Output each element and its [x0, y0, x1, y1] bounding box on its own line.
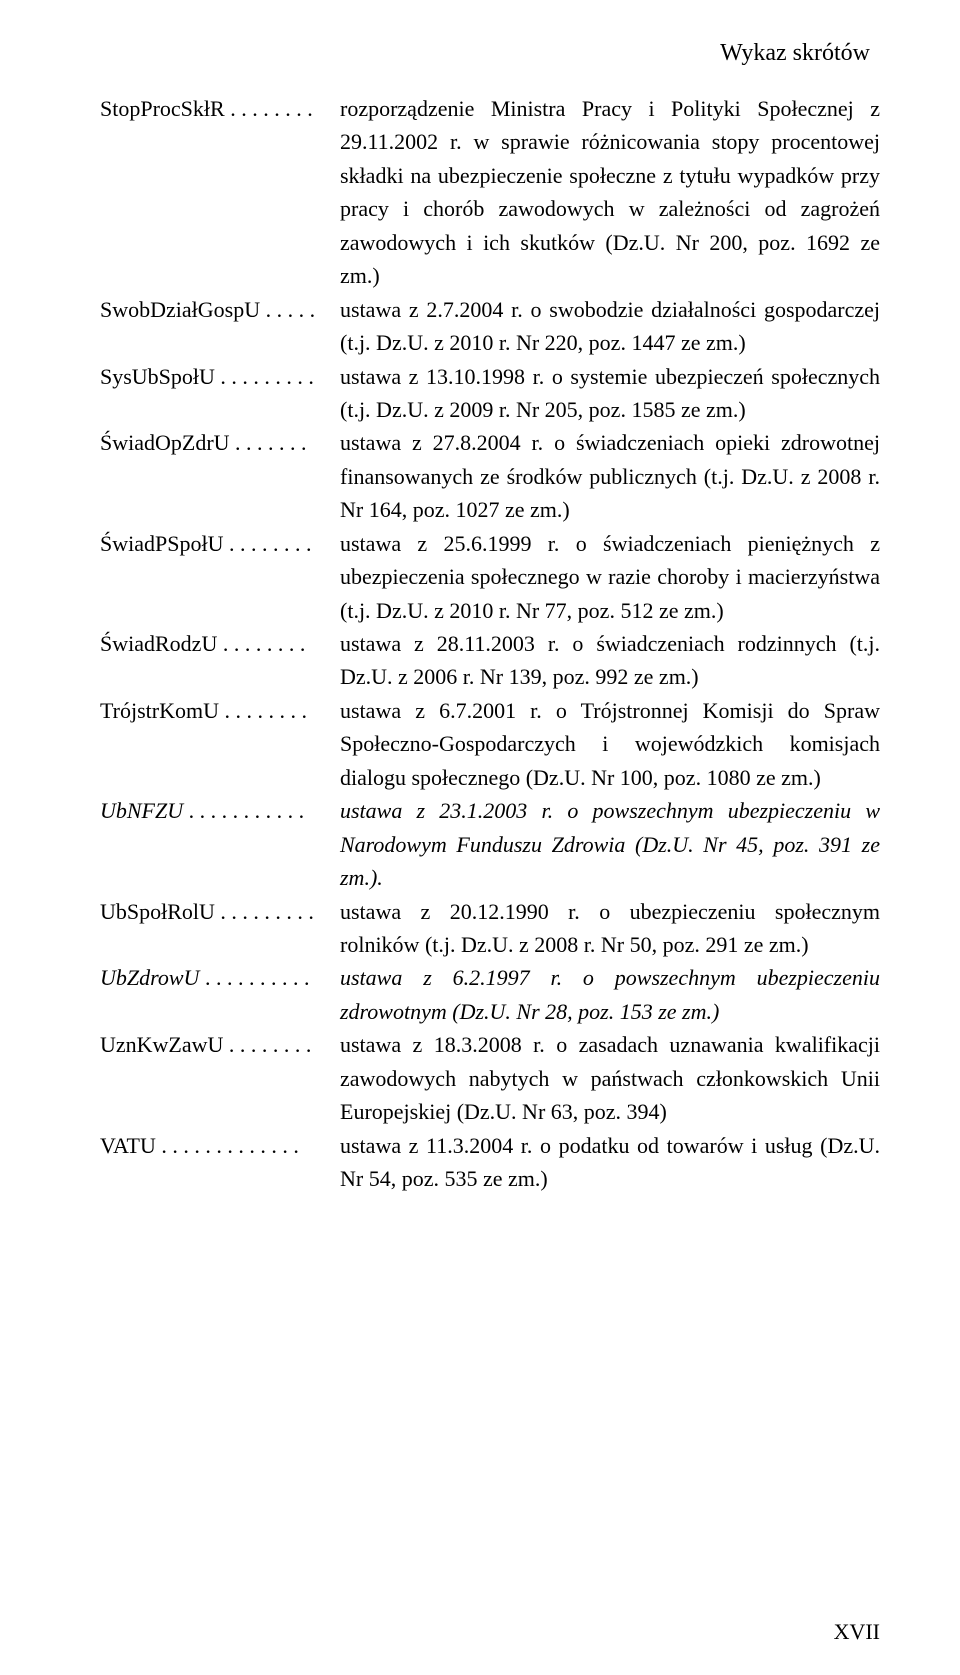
abbreviation-text: UbNFZU — [100, 798, 183, 823]
abbreviation-term: ŚwiadRodzU . . . . . . . . — [100, 627, 340, 694]
abbreviation-entry: UbSpołRolU . . . . . . . . . ustawa z 20… — [100, 895, 880, 962]
abbreviation-text: ŚwiadOpZdrU — [100, 430, 230, 455]
leader-dots: . . . . . . . . . . . . . — [156, 1133, 299, 1158]
abbreviation-term: UbNFZU . . . . . . . . . . . — [100, 794, 340, 894]
abbreviation-definition: ustawa z 25.6.1999 r. o świadczeniach pi… — [340, 527, 880, 627]
abbreviation-text: VATU — [100, 1133, 156, 1158]
abbreviation-entry: SwobDziałGospU . . . . . ustawa z 2.7.20… — [100, 293, 880, 360]
abbreviation-definition: ustawa z 13.10.1998 r. o systemie ubezpi… — [340, 360, 880, 427]
abbreviation-definition: ustawa z 23.1.2003 r. o powszechnym ubez… — [340, 794, 880, 894]
abbreviation-term: UznKwZawU . . . . . . . . — [100, 1028, 340, 1128]
leader-dots: . . . . . . . . — [219, 698, 307, 723]
abbreviation-term: VATU . . . . . . . . . . . . . — [100, 1129, 340, 1196]
leader-dots: . . . . . . . . . . — [199, 965, 309, 990]
abbreviation-list: StopProcSkłR . . . . . . . . rozporządze… — [100, 92, 880, 1195]
abbreviation-entry: SysUbSpołU . . . . . . . . . ustawa z 13… — [100, 360, 880, 427]
abbreviation-term: SysUbSpołU . . . . . . . . . — [100, 360, 340, 427]
abbreviation-entry: ŚwiadRodzU . . . . . . . . ustawa z 28.1… — [100, 627, 880, 694]
abbreviation-definition: ustawa z 28.11.2003 r. o świadczeniach r… — [340, 627, 880, 694]
leader-dots: . . . . . . . . — [223, 1032, 311, 1057]
abbreviation-term: StopProcSkłR . . . . . . . . — [100, 92, 340, 293]
abbreviation-text: ŚwiadRodzU — [100, 631, 217, 656]
abbreviation-text: TrójstrKomU — [100, 698, 219, 723]
abbreviation-term: UbZdrowU . . . . . . . . . . — [100, 961, 340, 1028]
abbreviation-term: SwobDziałGospU . . . . . — [100, 293, 340, 360]
abbreviation-definition: ustawa z 6.7.2001 r. o Trójstronnej Komi… — [340, 694, 880, 794]
abbreviation-entry: StopProcSkłR . . . . . . . . rozporządze… — [100, 92, 880, 293]
abbreviation-text: SwobDziałGospU — [100, 297, 260, 322]
page-number: XVII — [834, 1619, 880, 1645]
abbreviation-entry: UznKwZawU . . . . . . . . ustawa z 18.3.… — [100, 1028, 880, 1128]
abbreviation-entry: ŚwiadOpZdrU . . . . . . . ustawa z 27.8.… — [100, 426, 880, 526]
abbreviation-definition: ustawa z 2.7.2004 r. o swobodzie działal… — [340, 293, 880, 360]
abbreviation-text: StopProcSkłR — [100, 96, 225, 121]
leader-dots: . . . . . . . . — [225, 96, 313, 121]
abbreviation-term: TrójstrKomU . . . . . . . . — [100, 694, 340, 794]
abbreviation-definition: ustawa z 11.3.2004 r. o podatku od towar… — [340, 1129, 880, 1196]
abbreviation-entry: UbZdrowU . . . . . . . . . . ustawa z 6.… — [100, 961, 880, 1028]
abbreviation-definition: ustawa z 27.8.2004 r. o świadczeniach op… — [340, 426, 880, 526]
abbreviation-entry: ŚwiadPSpołU . . . . . . . . ustawa z 25.… — [100, 527, 880, 627]
leader-dots: . . . . . — [260, 297, 315, 322]
abbreviation-text: ŚwiadPSpołU — [100, 531, 223, 556]
leader-dots: . . . . . . . . . — [215, 899, 314, 924]
leader-dots: . . . . . . . . — [217, 631, 305, 656]
abbreviation-definition: ustawa z 18.3.2008 r. o zasadach uznawan… — [340, 1028, 880, 1128]
abbreviation-entry: VATU . . . . . . . . . . . . . ustawa z … — [100, 1129, 880, 1196]
abbreviation-term: ŚwiadOpZdrU . . . . . . . — [100, 426, 340, 526]
abbreviation-definition: ustawa z 6.2.1997 r. o powszechnym ubezp… — [340, 961, 880, 1028]
abbreviation-term: UbSpołRolU . . . . . . . . . — [100, 895, 340, 962]
leader-dots: . . . . . . . . — [223, 531, 311, 556]
leader-dots: . . . . . . . . . — [215, 364, 314, 389]
abbreviation-definition: rozporządzenie Ministra Pracy i Polityki… — [340, 92, 880, 293]
abbreviation-text: UznKwZawU — [100, 1032, 223, 1057]
abbreviation-text: UbSpołRolU — [100, 899, 215, 924]
page-header: Wykaz skrótów — [100, 40, 880, 67]
abbreviation-term: ŚwiadPSpołU . . . . . . . . — [100, 527, 340, 627]
leader-dots: . . . . . . . . . . . — [183, 798, 304, 823]
abbreviation-entry: UbNFZU . . . . . . . . . . . ustawa z 23… — [100, 794, 880, 894]
abbreviation-entry: TrójstrKomU . . . . . . . . ustawa z 6.7… — [100, 694, 880, 794]
abbreviation-text: UbZdrowU — [100, 965, 199, 990]
abbreviation-definition: ustawa z 20.12.1990 r. o ubezpieczeniu s… — [340, 895, 880, 962]
leader-dots: . . . . . . . — [230, 430, 307, 455]
abbreviation-text: SysUbSpołU — [100, 364, 215, 389]
